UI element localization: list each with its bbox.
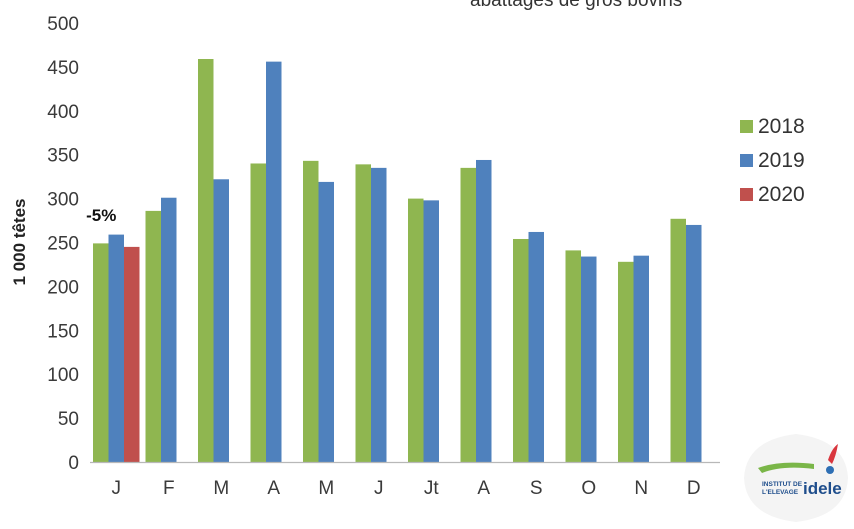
bar-2020-0 [124, 246, 140, 462]
y-tick-label: 100 [47, 365, 79, 386]
legend-label-2018: 2018 [758, 115, 805, 138]
y-tick-label: 250 [47, 234, 79, 255]
y-axis-label: 1 000 têtes [10, 199, 29, 286]
legend-label-2020: 2020 [758, 183, 805, 206]
x-tick-label: J [112, 478, 122, 499]
legend-swatch-2018 [740, 120, 753, 133]
bar-2019-7 [476, 159, 492, 462]
logo-brand: idele [803, 479, 842, 498]
legend-swatch-2020 [740, 188, 753, 201]
y-tick-label: 400 [47, 102, 79, 123]
x-tick-label: D [687, 478, 701, 499]
bar-2019-0 [108, 234, 124, 462]
idele-logo: INSTITUT DE L'ELEVAGE idele [744, 434, 848, 522]
x-tick-label: M [318, 478, 334, 499]
x-tick-label: J [374, 478, 384, 499]
bar-2018-1 [145, 210, 161, 462]
logo-line2: L'ELEVAGE [762, 489, 799, 496]
x-tick-label: M [213, 478, 229, 499]
x-tick-label: A [267, 478, 280, 499]
x-tick-label: S [530, 478, 543, 499]
x-axis-ticks: J F M A M J Jt A S O N D [112, 478, 701, 499]
logo-line1: INSTITUT DE [762, 481, 803, 488]
bar-2018-9 [565, 250, 581, 462]
legend-label-2019: 2019 [758, 149, 805, 172]
y-tick-label: 0 [68, 453, 79, 474]
bar-2018-2 [198, 58, 214, 463]
chart-title-fragment: abattages de gros bovins [470, 0, 682, 11]
y-tick-label: 150 [47, 321, 79, 342]
y-tick-label: 450 [47, 58, 79, 79]
y-tick-label: 350 [47, 146, 79, 167]
bar-2018-6 [408, 198, 424, 462]
x-tick-label: A [477, 478, 490, 499]
bars [93, 58, 702, 463]
bar-2018-11 [670, 218, 686, 462]
bar-2019-9 [581, 256, 597, 462]
bar-2019-5 [371, 167, 387, 462]
annotation-label: -5% [86, 206, 116, 225]
legend-swatch-2019 [740, 154, 753, 167]
y-tick-label: 500 [47, 14, 79, 35]
bar-2019-2 [213, 179, 229, 462]
y-axis-ticks: 0 50 100 150 200 250 300 350 400 450 500 [47, 14, 79, 474]
bar-2018-0 [93, 243, 109, 462]
bar-2018-5 [355, 164, 371, 462]
y-tick-label: 50 [58, 409, 79, 430]
bar-2019-4 [318, 181, 334, 462]
legend: 2018 2019 2020 [740, 115, 805, 206]
bar-2018-3 [250, 163, 266, 463]
bar-2018-7 [460, 167, 476, 462]
bar-2018-4 [303, 160, 319, 462]
x-tick-label: O [581, 478, 596, 499]
x-tick-label: Jt [424, 478, 440, 499]
bar-2019-3 [266, 61, 282, 463]
y-tick-label: 200 [47, 277, 79, 298]
bar-2019-8 [528, 231, 544, 462]
bar-2018-10 [618, 261, 634, 462]
x-tick-label: N [634, 478, 648, 499]
bar-2019-10 [633, 255, 649, 462]
annotations: -5% [86, 206, 116, 225]
bar-2018-8 [513, 238, 529, 462]
y-tick-label: 300 [47, 190, 79, 211]
bar-2019-11 [686, 224, 702, 462]
bar-2019-6 [423, 200, 439, 462]
bar-2019-1 [161, 197, 177, 463]
x-tick-label: F [163, 478, 175, 499]
